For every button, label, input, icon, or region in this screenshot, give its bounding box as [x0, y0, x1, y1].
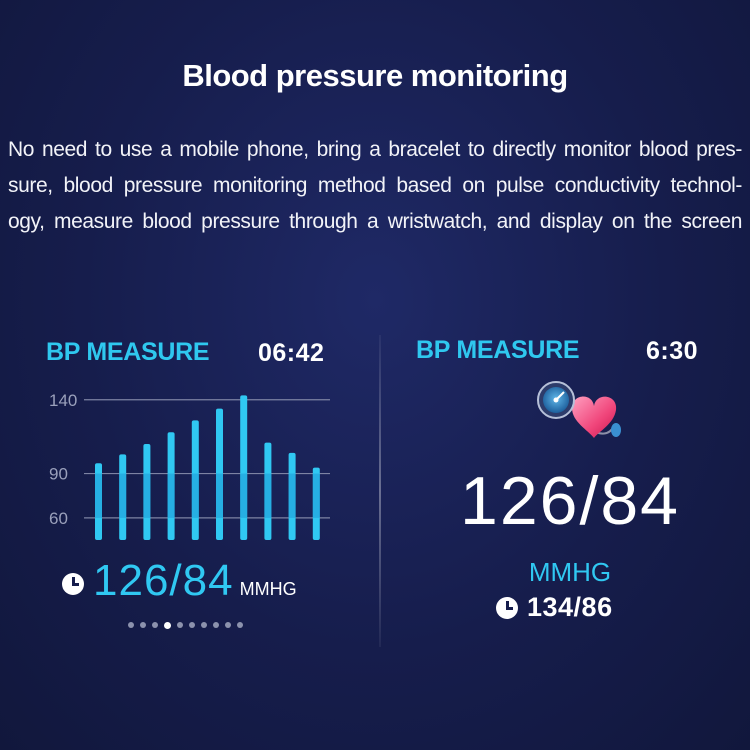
- description-line: No need to use a mobile phone, bring a b…: [8, 138, 742, 161]
- clock-icon: [62, 573, 84, 595]
- last-reading: 134/86: [496, 592, 613, 623]
- bar-band: [216, 473, 223, 518]
- bar-band: [191, 473, 199, 518]
- bar-band: [240, 473, 248, 518]
- y-tick-label: 90: [49, 465, 68, 484]
- left-screen-time: 06:42: [258, 339, 325, 367]
- page-dot[interactable]: [225, 622, 231, 628]
- clock-icon: [496, 596, 518, 619]
- right-reading-unit: MMHG: [528, 557, 612, 587]
- blood-pressure-heart-icon: [532, 378, 632, 448]
- y-tick-label: 60: [49, 509, 68, 528]
- left-screen-title: BP MEASURE: [46, 338, 210, 366]
- page-dot[interactable]: [152, 622, 158, 628]
- left-reading-value: 126/84: [93, 556, 234, 605]
- bp-history-chart: 140 90 60: [49, 391, 330, 540]
- page-headline: Blood pressure monitoring: [182, 58, 568, 93]
- bar-band: [264, 473, 272, 518]
- screen-divider: [379, 335, 381, 647]
- right-screen-time: 6:30: [646, 337, 699, 365]
- right-screen-title: BP MEASURE: [416, 336, 580, 364]
- bar-band: [288, 473, 296, 518]
- page-indicator[interactable]: [128, 621, 243, 629]
- y-tick-label: 140: [49, 391, 77, 410]
- bar-band: [119, 473, 127, 518]
- left-reading-unit: MMHG: [239, 579, 297, 599]
- page-dot[interactable]: [189, 622, 195, 628]
- page-dot[interactable]: [128, 622, 134, 628]
- last-reading-value: 134/86: [527, 592, 613, 622]
- page-dot[interactable]: [213, 622, 219, 628]
- bar: [240, 395, 248, 540]
- description: No need to use a mobile phone, bring a b…: [8, 132, 742, 240]
- page-dot[interactable]: [201, 622, 207, 628]
- bar-band: [95, 473, 102, 518]
- page-dot[interactable]: [237, 622, 243, 628]
- bar-band: [143, 473, 151, 518]
- left-reading: 126/84 MMHG: [62, 556, 297, 606]
- bar-band: [167, 473, 175, 518]
- page-dot[interactable]: [177, 622, 183, 628]
- page-dot[interactable]: [164, 621, 171, 629]
- page-dot[interactable]: [140, 622, 146, 628]
- bar-band: [312, 473, 320, 518]
- description-line: sure, blood pressure monitoring method b…: [8, 174, 742, 197]
- right-reading-value: 126/84: [460, 463, 680, 539]
- description-line: ogy, measure blood pressure through a wr…: [8, 210, 742, 233]
